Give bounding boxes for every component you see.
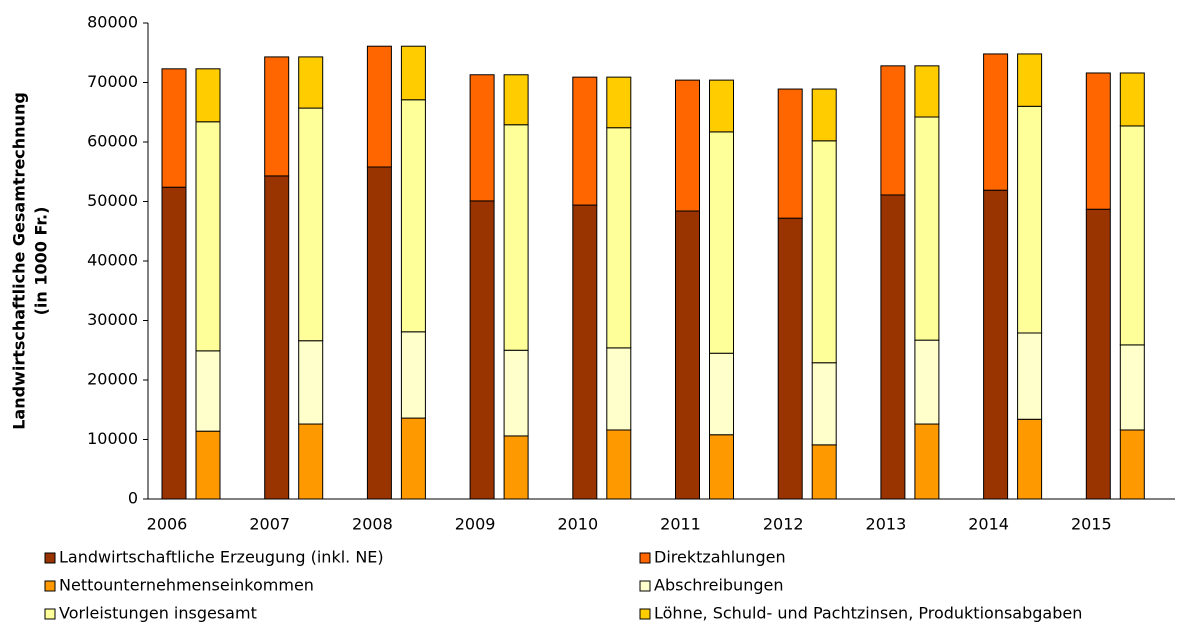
x-tick-label: 2014 xyxy=(968,515,1009,534)
bar-segment xyxy=(1119,72,1145,127)
bar-segment xyxy=(983,53,1009,191)
bar-segment xyxy=(161,186,187,500)
bar-segment xyxy=(195,430,221,500)
y-tick-label: 30000 xyxy=(87,310,138,329)
bar-segment xyxy=(811,444,837,500)
bar-segment xyxy=(811,140,837,364)
legend-swatch xyxy=(639,608,651,620)
x-tick-label: 2010 xyxy=(557,515,598,534)
bar-segment xyxy=(880,194,906,500)
x-tick-label: 2012 xyxy=(763,515,804,534)
bar-segment xyxy=(1017,418,1043,500)
bar-segment xyxy=(811,362,837,446)
bar-segment xyxy=(709,79,734,133)
legend-swatch xyxy=(44,608,56,620)
bar-segment xyxy=(709,131,734,354)
bar-segment xyxy=(606,347,632,431)
bar-segment xyxy=(161,68,187,188)
bar-segment xyxy=(503,74,529,126)
bar-segment xyxy=(1119,344,1145,431)
bar-segment xyxy=(880,65,906,196)
bar-segment xyxy=(400,417,426,500)
bar-segment xyxy=(195,350,221,432)
bar-segment xyxy=(503,124,529,351)
y-tick-label: 20000 xyxy=(87,370,138,389)
legend-label: Landwirtschaftliche Erzeugung (inkl. NE) xyxy=(59,548,384,567)
bar-segment xyxy=(914,339,940,425)
x-tick-label: 2011 xyxy=(660,515,701,534)
bar-segment xyxy=(777,217,803,500)
bar-segment xyxy=(469,200,495,500)
y-tick-label: 70000 xyxy=(87,72,138,91)
y-axis-title: Landwirtschaftliche Gesamtrechnung (in 1… xyxy=(10,92,51,430)
legend-label: Direktzahlungen xyxy=(654,548,786,567)
y-axis-title-line: (in 1000 Fr.) xyxy=(32,207,51,316)
y-tick-label: 60000 xyxy=(87,132,138,151)
bar-segment xyxy=(400,331,426,419)
bar-segment xyxy=(1017,53,1043,107)
x-tick-label: 2013 xyxy=(866,515,907,534)
bar-segment xyxy=(1017,332,1043,420)
bar-segment xyxy=(914,65,940,118)
x-tick-label: 2008 xyxy=(352,515,393,534)
bar-segment xyxy=(777,88,803,219)
legend-swatch xyxy=(639,552,651,564)
x-tick-label: 2007 xyxy=(249,515,290,534)
x-tick-label: 2009 xyxy=(455,515,496,534)
legend-swatch xyxy=(44,552,56,564)
bar-segment xyxy=(195,121,221,352)
bar-segment xyxy=(675,210,700,500)
bar-segment xyxy=(195,68,221,123)
bar-segment xyxy=(606,429,632,500)
legend-label: Abschreibungen xyxy=(654,576,783,595)
legend-label: Vorleistungen insgesamt xyxy=(59,604,257,623)
bar-segment xyxy=(366,45,392,168)
y-tick-label: 0 xyxy=(128,489,138,508)
bar-segment xyxy=(1119,125,1145,346)
y-tick-label: 40000 xyxy=(87,251,138,270)
bar-segment xyxy=(298,56,324,109)
bar-segment xyxy=(503,435,529,500)
bar-segment xyxy=(298,107,324,342)
bar-segment xyxy=(400,45,426,101)
bar-segment xyxy=(298,423,324,500)
bar-segment xyxy=(572,76,598,206)
bar-segment xyxy=(264,56,290,177)
bar-segment xyxy=(914,423,940,500)
bar-segment xyxy=(606,76,632,129)
bar-segment xyxy=(366,166,392,500)
legend-swatch xyxy=(44,580,56,592)
bar-segment xyxy=(264,175,290,500)
bar-segment xyxy=(983,189,1009,500)
bar-segment xyxy=(1119,429,1145,500)
legend-swatch xyxy=(639,580,651,592)
bar-segment xyxy=(811,88,837,142)
y-tick-label: 10000 xyxy=(87,429,138,448)
x-tick-label: 2015 xyxy=(1071,515,1112,534)
bar-segment xyxy=(1085,208,1111,500)
bar-segment xyxy=(675,79,700,212)
bar-segment xyxy=(709,352,734,436)
bar-segment xyxy=(298,340,324,425)
legend-label: Nettounternehmenseinkommen xyxy=(59,576,314,595)
bar-segment xyxy=(503,349,529,437)
bar-segment xyxy=(572,204,598,500)
bar-segment xyxy=(400,99,426,333)
bar-segment xyxy=(914,116,940,341)
bar-segment xyxy=(709,434,734,500)
y-axis-title-line: Landwirtschaftliche Gesamtrechnung xyxy=(10,92,29,430)
x-tick-label: 2006 xyxy=(147,515,188,534)
bar-segment xyxy=(606,127,632,349)
legend-label: Löhne, Schuld- und Pachtzinsen, Produkti… xyxy=(654,604,1082,623)
y-tick-label: 80000 xyxy=(87,13,138,32)
y-tick-label: 50000 xyxy=(87,191,138,210)
bar-segment xyxy=(469,74,495,202)
bar-segment xyxy=(1017,105,1043,334)
bar-segment xyxy=(1085,72,1111,210)
